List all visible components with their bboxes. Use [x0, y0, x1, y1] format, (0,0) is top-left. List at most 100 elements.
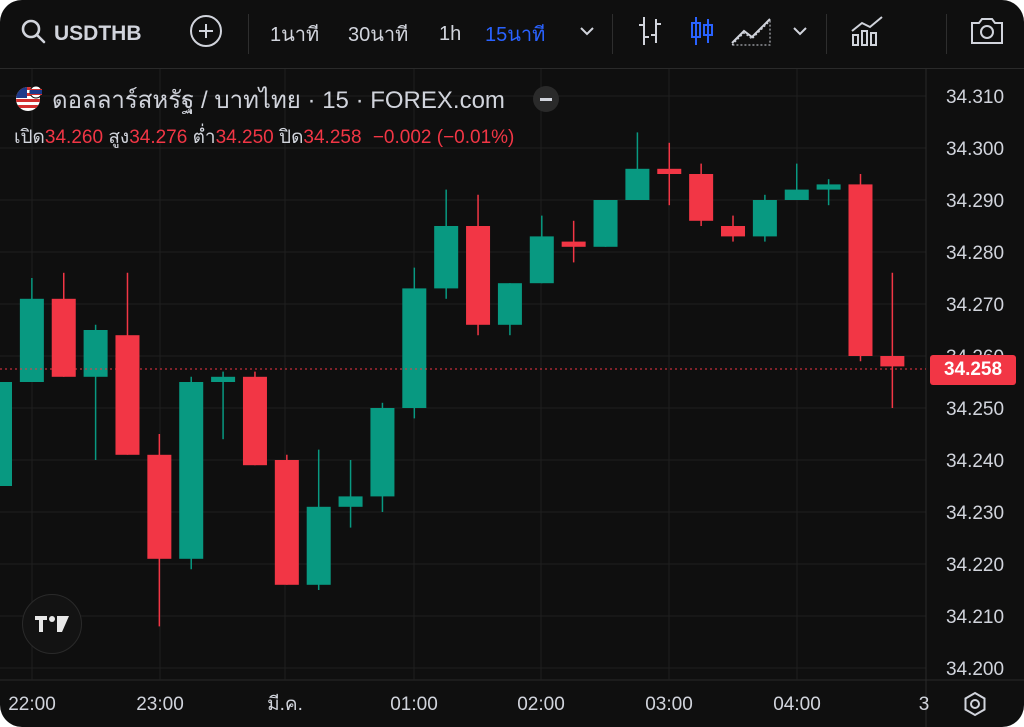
candle-up [593, 200, 618, 247]
price-tick-label: 34.240 [946, 451, 1004, 472]
tradingview-logo[interactable] [22, 594, 82, 654]
symbol-label: USDTHB [54, 22, 142, 45]
high-value: 34.276 [129, 127, 188, 148]
screenshot-button[interactable] [968, 14, 1006, 54]
candle-down [561, 241, 586, 247]
low-label: ต่ำ [192, 127, 216, 148]
candle-down [51, 298, 76, 377]
current-price-badge: 34.258 [930, 355, 1016, 385]
time-tick-label: 3 [919, 694, 930, 715]
price-tick-label: 34.310 [946, 87, 1004, 108]
interval-1min[interactable]: 1นาที [270, 24, 320, 46]
candles-layer [0, 132, 905, 627]
time-tick-label: 03:00 [645, 694, 693, 715]
close-value: 34.258 [303, 127, 362, 148]
candle-up [784, 189, 809, 200]
indicators-icon [850, 15, 884, 53]
price-tick-label: 34.290 [946, 191, 1004, 212]
ohlc-readout: เปิด34.260 สูง34.276 ต่ำ34.250 ปิด34.258… [14, 122, 514, 152]
candle-down [242, 376, 267, 466]
interval-1h[interactable]: 1h [439, 22, 462, 45]
price-tick-label: 34.270 [946, 295, 1004, 316]
tradingview-logo-icon [35, 616, 69, 632]
candle-up [752, 200, 777, 237]
candle-up [19, 298, 44, 382]
interval-dropdown[interactable] [578, 14, 596, 54]
chart-settings-button[interactable] [962, 691, 988, 717]
candle-up [434, 226, 459, 289]
candle-up [816, 184, 841, 190]
add-icon [189, 14, 223, 54]
candle-up [402, 288, 427, 408]
candle-up [370, 408, 395, 497]
gear-icon [964, 691, 986, 717]
price-tick-label: 34.200 [946, 659, 1004, 680]
candle-up [497, 283, 522, 325]
chevron-down-icon [791, 22, 809, 46]
bars-style-button[interactable] [636, 14, 664, 54]
candle-up [83, 330, 108, 377]
candle-down [657, 168, 682, 174]
time-tick-label: 02:00 [517, 694, 565, 715]
time-tick-label: 23:00 [136, 694, 184, 715]
collapse-legend-button[interactable] [532, 86, 559, 112]
top-toolbar: USDTHB 1นาที 30นาที 1h 15นาที [0, 0, 1024, 68]
open-value: 34.260 [44, 127, 104, 148]
price-tick-label: 34.280 [946, 243, 1004, 264]
toolbar-divider-line [0, 68, 1024, 69]
area-style-button[interactable] [730, 14, 774, 54]
bars-icon [636, 15, 664, 53]
search-icon [20, 18, 46, 50]
price-tick-label: 34.210 [946, 607, 1004, 628]
candle-up [179, 382, 204, 559]
interval-30min[interactable]: 30นาที [348, 24, 409, 46]
price-tick-label: 34.230 [946, 503, 1004, 524]
legend-title: ดอลลาร์สหรัฐ / บาทไทย · 15 · FOREX.com [14, 84, 559, 114]
candle-down [115, 335, 140, 455]
toolbar-divider [826, 14, 827, 54]
toolbar-divider [946, 14, 947, 54]
candle-up [529, 236, 554, 284]
candle-down [689, 174, 714, 221]
symbol-search[interactable]: USDTHB [20, 14, 142, 54]
candles-style-button[interactable] [688, 14, 716, 54]
candle-down [274, 460, 299, 585]
chart-grid [0, 69, 1024, 727]
candle-up [306, 506, 331, 585]
price-tick-label: 34.220 [946, 555, 1004, 576]
time-tick-label: 01:00 [390, 694, 438, 715]
time-tick-label: 22:00 [8, 694, 56, 715]
low-value: 34.250 [215, 127, 274, 148]
time-axis: 22:00 23:00 มี.ค. 01:00 02:00 03:00 04:00 3 [8, 693, 929, 715]
candle-down [147, 454, 172, 559]
open-label: เปิด [14, 127, 45, 148]
close-label: ปิด [279, 127, 304, 148]
candle-down [880, 356, 905, 367]
chevron-down-icon [578, 22, 596, 46]
toolbar-divider [248, 14, 249, 54]
interval-15min-active[interactable]: 15นาที [485, 24, 546, 46]
compare-button[interactable] [189, 14, 223, 54]
area-chart-icon [730, 15, 774, 53]
change-value: −0.002 (−0.01%) [372, 127, 515, 148]
price-chart[interactable]: 34.200 34.210 34.220 34.230 34.240 34.250 34.2… [0, 69, 1024, 727]
chart-type-dropdown[interactable] [791, 14, 809, 54]
legend-symbol-title: ดอลลาร์สหรัฐ / บาทไทย · 15 · FOREX.com [52, 86, 505, 114]
camera-icon [968, 15, 1006, 53]
candle-up [0, 382, 12, 486]
candle-down [721, 226, 746, 237]
candle-up [338, 496, 363, 507]
toolbar-divider [612, 14, 613, 54]
price-tick-label: 34.300 [946, 139, 1004, 160]
time-tick-label: 04:00 [773, 694, 821, 715]
price-axis: 34.200 34.210 34.220 34.230 34.240 34.250 34.2… [946, 87, 1004, 680]
candle-up [211, 376, 236, 382]
candle-up [625, 168, 650, 200]
candle-down [848, 184, 873, 356]
indicators-button[interactable] [850, 14, 884, 54]
price-tick-label: 34.250 [946, 399, 1004, 420]
us-flag-icon [14, 85, 43, 113]
candles-icon [688, 15, 716, 53]
candle-down [466, 226, 491, 325]
